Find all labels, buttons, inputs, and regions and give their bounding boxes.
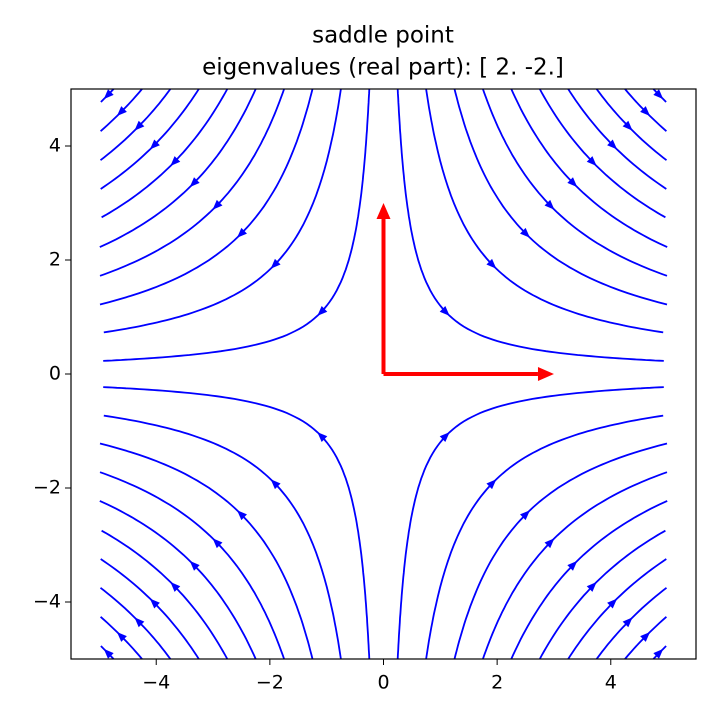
streamline (453, 442, 668, 660)
y-tick-label: 4 (49, 135, 61, 157)
stream-arrow (544, 538, 555, 549)
stream-arrow (237, 227, 247, 238)
x-tick-label: −4 (142, 672, 170, 694)
stream-arrow (317, 432, 328, 442)
stream-arrow (653, 648, 664, 659)
y-tick-label: −4 (33, 591, 61, 613)
x-tick-label: −2 (256, 672, 284, 694)
stream-arrow (567, 560, 578, 571)
streamline (99, 88, 314, 306)
stream-arrow (439, 432, 450, 442)
chart-subtitle: eigenvalues (real part): [ 2. -2.] (202, 55, 564, 81)
stream-arrow (149, 598, 160, 609)
eigenvector-head (376, 203, 391, 219)
stream-arrow (586, 581, 597, 592)
stream-arrow (439, 306, 450, 316)
streamline (595, 587, 668, 660)
stream-arrow (317, 306, 328, 316)
y-tick-label: −2 (33, 477, 61, 499)
streamline (100, 558, 200, 660)
stream-arrow (170, 156, 181, 167)
stream-arrow (586, 156, 597, 167)
stream-arrow (622, 617, 633, 628)
stream-arrow (270, 258, 281, 269)
stream-arrow (520, 227, 530, 238)
streamline (99, 442, 314, 660)
stream-arrow (567, 177, 578, 188)
x-tick-label: 0 (377, 672, 389, 694)
x-tick-label: 2 (491, 672, 503, 694)
streamline (567, 558, 667, 660)
stream-arrow (103, 89, 114, 100)
streamline (100, 88, 200, 190)
stream-arrow (640, 631, 651, 642)
eigenvector-head (537, 367, 554, 381)
stream-arrow (607, 598, 618, 609)
stream-arrow (212, 199, 223, 210)
stream-arrow (486, 258, 497, 269)
stream-arrow (189, 177, 200, 188)
stream-arrow (103, 648, 114, 659)
stream-arrow (520, 510, 530, 521)
x-tick-label: 4 (605, 672, 617, 694)
stream-arrow (116, 631, 127, 642)
plot-frame (70, 88, 697, 660)
chart-title: saddle point (312, 23, 454, 49)
stream-arrow (212, 538, 223, 549)
streamlines (99, 88, 668, 660)
stream-arrow (640, 106, 651, 117)
streamline (453, 88, 668, 306)
streamline (567, 88, 667, 190)
stream-arrow (149, 139, 160, 150)
stream-arrow (237, 510, 247, 521)
y-tick-label: 2 (49, 249, 61, 271)
stream-arrow (544, 199, 555, 210)
stream-arrow (622, 120, 633, 131)
streamline (595, 88, 668, 161)
stream-arrow (134, 120, 145, 131)
stream-arrow (189, 560, 200, 571)
stream-arrow (607, 139, 618, 150)
streamline (99, 88, 172, 161)
stream-arrow (134, 617, 145, 628)
y-tick-label: 0 (49, 363, 61, 385)
stream-arrow (270, 479, 281, 490)
stream-arrow (486, 479, 497, 490)
stream-arrow (170, 581, 181, 592)
streamline (99, 587, 172, 660)
stream-arrow (653, 89, 664, 100)
stream-arrow (116, 106, 127, 117)
